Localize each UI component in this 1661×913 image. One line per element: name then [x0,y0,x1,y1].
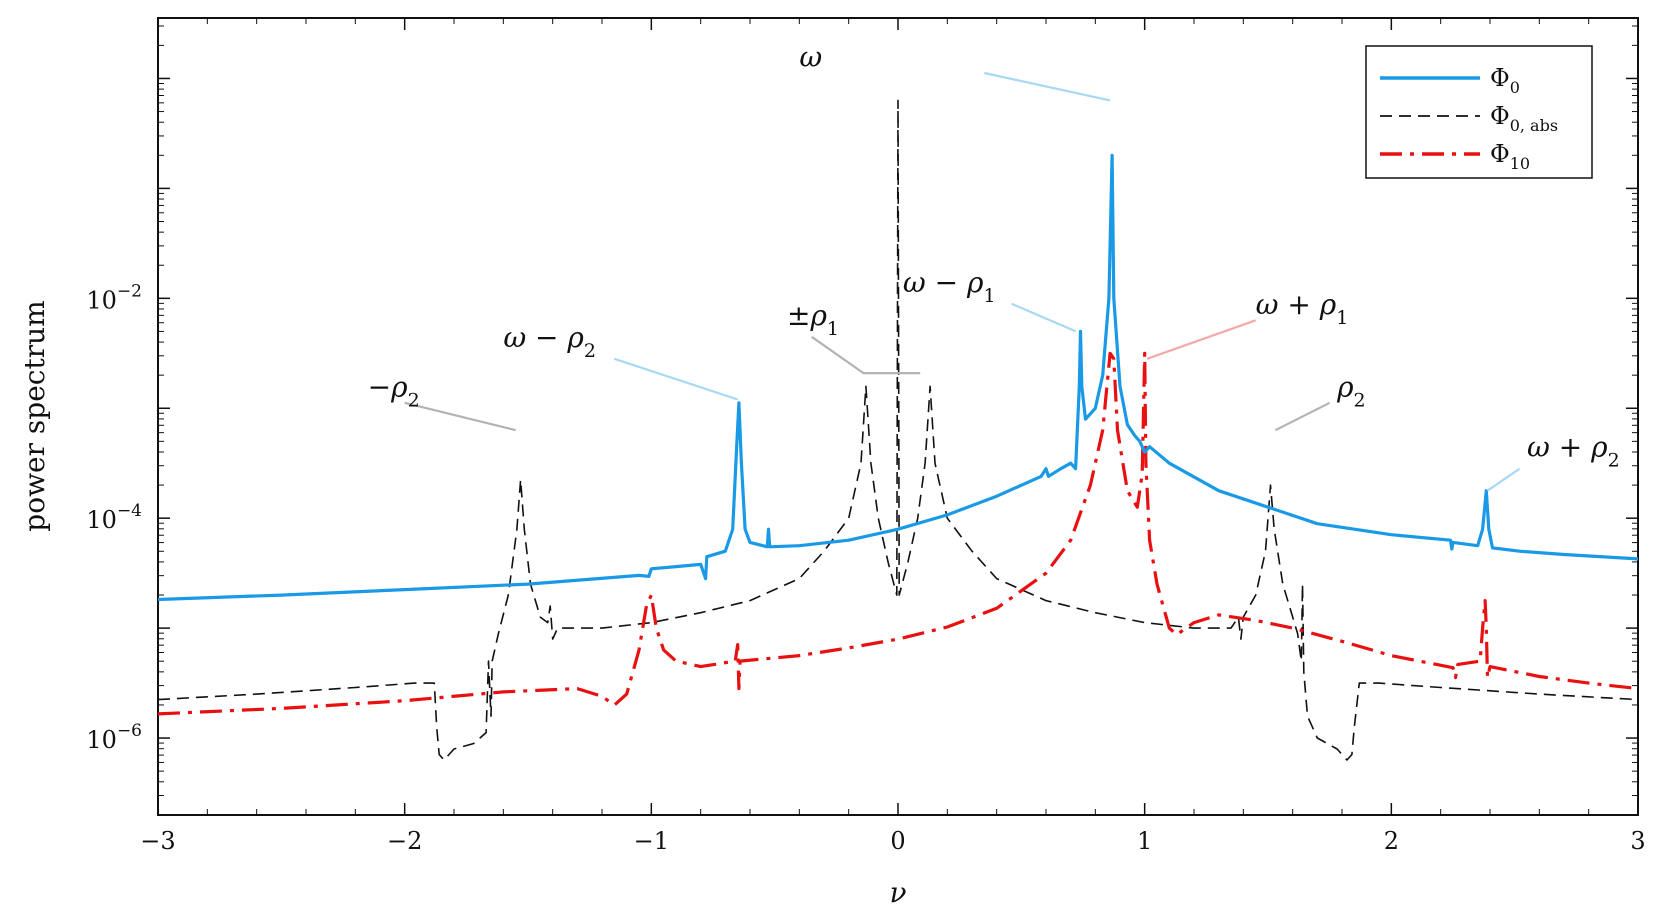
x-tick-label: 3 [1630,827,1645,855]
x-axis-label: ν [889,876,906,909]
annotation-label: ω − ρ2 [503,321,596,362]
annotation-subscript: 2 [1608,450,1620,472]
annotation-label: ρ2 [1336,370,1366,411]
x-tick-label: 0 [890,827,905,855]
annotation-leader-line [404,401,516,432]
x-tick-label: 2 [1384,827,1399,855]
y-tick-exponent: −2 [117,281,142,301]
y-tick-label: 10−6 [86,721,142,754]
series-line-phi0 [158,153,1638,602]
x-tick-label: −1 [634,827,669,855]
annotation-label: ω − ρ1 [903,266,996,307]
series-line-phi0-abs [158,99,1638,761]
annotations-layer: ωω − ρ1 ω + ρ1ω − ρ2±ρ1−ρ2 ρ2ω + ρ2 [368,40,1620,492]
annotation-subscript: 2 [1354,389,1366,411]
y-tick-base: 10 [86,726,117,754]
annotation-leader-line [1274,401,1331,432]
legend-box [1365,45,1593,179]
annotation-label: −ρ2 [368,370,420,411]
annotation-main: ω [799,40,822,73]
legend-label: Φ10 [1490,140,1530,173]
series-layer [158,99,1638,761]
annotation-main: ω + ρ [1256,288,1337,321]
y-tick-exponent: −4 [117,501,142,521]
legend-label-main: Φ [1490,64,1510,92]
axis-ticks: −3 −2 −1 0 1 2 310−610−410−2 [86,18,1646,855]
legend-label-subscript: 0 [1510,78,1520,97]
y-tick-label: 10−2 [86,281,142,314]
legend-label-subscript: 10 [1510,154,1530,173]
y-tick-base: 10 [86,286,117,314]
annotation-leader-line [1146,319,1257,360]
annotation-subscript: 1 [1336,307,1348,329]
y-tick-exponent: −6 [117,721,142,741]
annotation-main: ω − ρ [503,321,584,354]
legend-label: Φ0, abs [1490,102,1558,135]
annotation-main: ω + ρ [1527,431,1608,464]
annotation-subscript: 1 [983,285,995,307]
annotation-label: ω + ρ2 [1527,431,1620,472]
legend-label: Φ0 [1490,64,1520,97]
x-tick-label: 1 [1137,827,1152,855]
annotation-label: ω [799,40,822,73]
y-tick-base: 10 [86,506,117,534]
annotation-subscript: 2 [584,340,596,362]
series-line-phi10 [158,351,1638,716]
annotation-main: −ρ [368,370,408,403]
legend-label-subscript: 0, abs [1510,116,1558,135]
y-tick-label: 10−4 [86,501,142,534]
annotation-leader-line [984,71,1111,102]
annotation-label: ±ρ1 [787,299,839,340]
legend-label-main: Φ [1490,102,1510,130]
annotation-main: ρ [1336,370,1354,403]
x-tick-label: −2 [387,827,422,855]
annotation-leader-line [613,357,739,401]
y-axis-label: power spectrum [18,300,51,531]
annotation-subscript: 2 [408,389,420,411]
annotation-main: ±ρ [787,299,827,332]
annotation-leader-line [1486,467,1521,492]
annotation-label: ω + ρ1 [1256,288,1349,329]
legend-label-main: Φ [1490,140,1510,168]
annotation-leader-line [811,335,921,375]
annotation-leader-line [1011,302,1077,333]
x-tick-label: −3 [140,827,175,855]
annotation-subscript: 1 [827,318,839,340]
annotation-main: ω − ρ [903,266,984,299]
